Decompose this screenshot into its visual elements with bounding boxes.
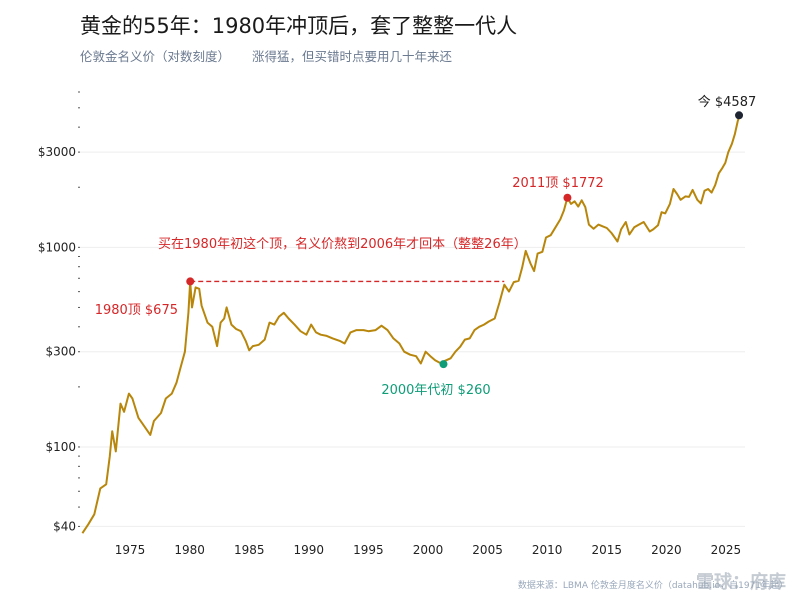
x-tick-label: 2015 [591,543,622,557]
y-tick-label: $40 [53,519,76,533]
point-marker-latest [735,111,744,120]
data-source-note: 数据来源：LBMA 伦敦金月度名义价（datahub.io，自1971年起） [517,581,788,591]
point-marker-peak1980 [186,277,195,286]
breakeven-annotation: 买在1980年初这个顶，名义价熬到2006年才回本（整整26年） [158,236,527,252]
y-tick-label: $300 [45,345,76,359]
x-tick-label: 1975 [115,543,146,557]
x-tick-label: 2025 [711,543,742,557]
subtitle-comment: 涨得猛，但买错时点要用几十年来还 [252,49,453,64]
point-marker-low2001 [439,360,448,369]
watermark: 雪球：府库 [696,572,786,593]
y-tick-label: $100 [45,440,76,454]
point-label-latest: 今 $4587 [698,94,757,110]
y-tick-label: $1000 [38,240,76,254]
x-tick-label: 2020 [651,543,682,557]
x-tick-label: 2010 [532,543,563,557]
price-line [81,114,741,534]
x-tick-label: 1990 [294,543,325,557]
chart-subtitle: 伦敦金名义价（对数刻度） 涨得猛，但买错时点要用几十年来还 [80,46,452,65]
x-tick-label: 1995 [353,543,384,557]
x-tick-label: 2005 [472,543,503,557]
x-tick-label: 1980 [174,543,205,557]
point-label-peak2011: 2011顶 $1772 [512,176,604,191]
point-label-peak1980: 1980顶 $675 [95,303,178,318]
point-label-low2001: 2000年代初 $260 [381,383,490,398]
x-tick-label: 1985 [234,543,265,557]
y-tick-label: $3000 [38,145,76,159]
chart-title: 黄金的55年：1980年冲顶后，套了整整一代人 [80,14,518,38]
subtitle-scale-note: 伦敦金名义价（对数刻度） [80,49,231,64]
x-tick-label: 2000 [413,543,444,557]
point-marker-peak2011 [563,193,572,202]
